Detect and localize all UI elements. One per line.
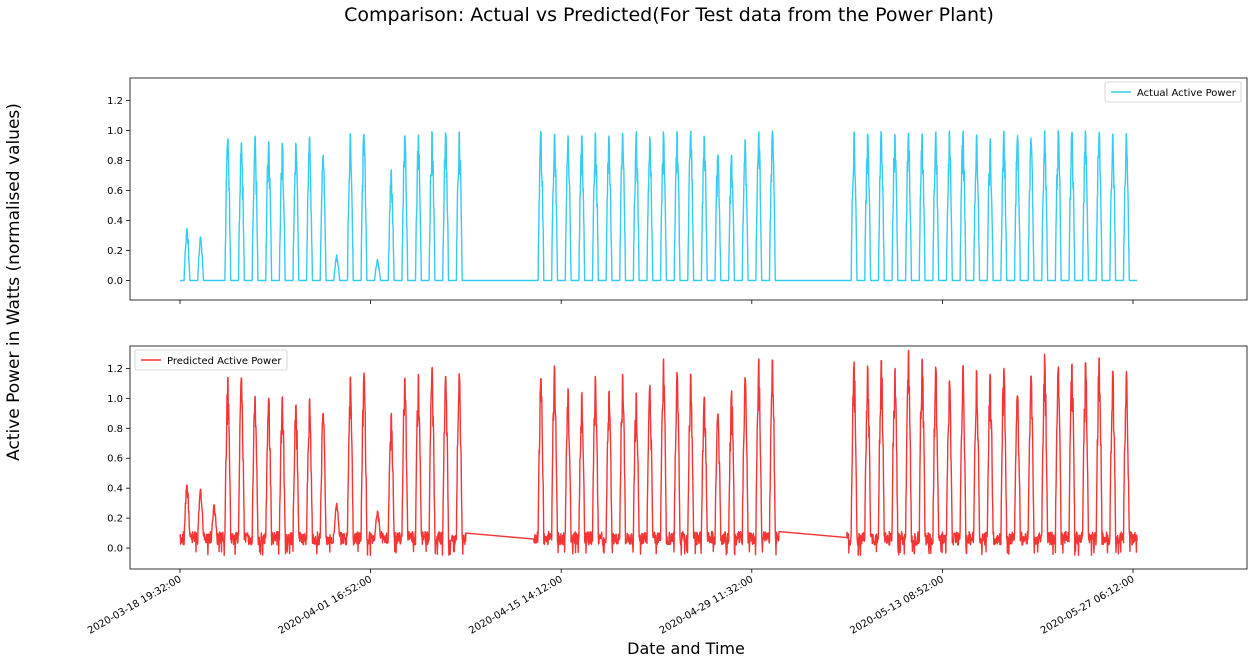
figure-title: Comparison: Actual vs Predicted(For Test…: [344, 4, 994, 26]
axes-frame: [129, 77, 1248, 301]
x-tick-label: 2020-05-13 08:52:00: [848, 574, 945, 637]
y-tick-label: 0.2: [107, 514, 123, 525]
actual-power-line: [179, 130, 1138, 282]
figure-y-label: Active Power in Watts (normalised values…: [4, 103, 24, 461]
legend-box: [134, 349, 288, 371]
y-tick-label: 1.2: [107, 96, 123, 107]
actual-power-panel: 0.0 0.2 0.4 0.6 0.8 1.0 1.2 Actual Active Power: [107, 77, 1248, 304]
x-tick-label: 2020-05-27 06:12:00: [1039, 574, 1136, 637]
y-tick-label: 0.0: [107, 544, 123, 555]
legend: Predicted Active Power: [134, 349, 288, 371]
y-tick-label: 1.2: [107, 364, 123, 375]
y-tick-label: 0.6: [107, 454, 123, 465]
y-tick-label: 0.0: [107, 276, 123, 287]
x-tick-label: 2020-04-15 14:12:00: [467, 574, 564, 637]
y-tick-label: 1.0: [107, 126, 123, 137]
legend-label: Predicted Active Power: [167, 356, 282, 367]
axes-frame: [129, 345, 1248, 570]
y-tick-label: 0.2: [107, 246, 123, 257]
legend: Actual Active Power: [1104, 81, 1242, 103]
predicted-power-line: [179, 349, 1138, 557]
predicted-power-panel: 0.0 0.2 0.4 0.6 0.8 1.0 1.2 2020-03-18 19:32:00…: [86, 345, 1248, 637]
x-tick-label: 2020-03-18 19:32:00: [86, 574, 183, 637]
figure-x-label: Date and Time: [627, 639, 745, 658]
y-tick-label: 0.4: [107, 484, 123, 495]
y-tick-label: 0.4: [107, 216, 123, 227]
legend-label: Actual Active Power: [1137, 88, 1237, 99]
x-tick-label: 2020-04-29 11:32:00: [658, 574, 755, 637]
y-tick-label: 0.8: [107, 156, 123, 167]
y-tick-label: 0.6: [107, 186, 123, 197]
legend-box: [1104, 81, 1242, 103]
y-tick-label: 1.0: [107, 394, 123, 405]
x-tick-label: 2020-04-01 16:52:00: [277, 574, 374, 637]
y-tick-label: 0.8: [107, 424, 123, 435]
